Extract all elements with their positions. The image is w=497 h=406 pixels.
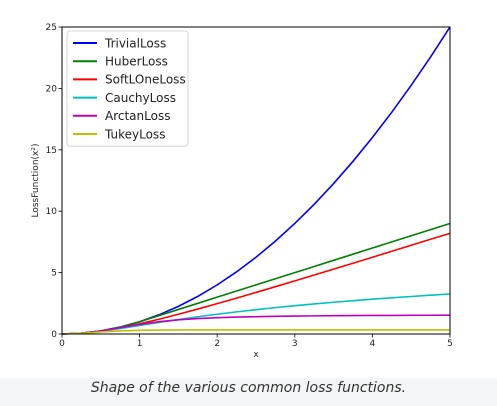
plot-area — [61, 26, 451, 335]
y-tick-label: 5 — [51, 269, 57, 279]
caption-bar — [0, 378, 497, 406]
x-tick-label: 2 — [214, 339, 220, 349]
legend-label: CauchyLoss — [105, 91, 176, 105]
y-axis-label: LossFunction(x²) — [31, 144, 41, 218]
legend-label: ArctanLoss — [105, 109, 170, 123]
y-tick-label: 25 — [46, 23, 57, 33]
y-tick-label: 0 — [51, 330, 57, 340]
legend-label: TrivialLoss — [104, 36, 166, 50]
series-line-tukeyloss — [61, 329, 450, 335]
x-tick-label: 5 — [447, 339, 453, 349]
legend: TrivialLoss HuberLoss SoftLOneLoss CauchyLo… — [66, 30, 189, 147]
series-line-huberloss — [61, 222, 451, 335]
x-axis-label: x — [253, 350, 259, 360]
y-tick-label: 20 — [46, 84, 58, 94]
x-tick-label: 1 — [137, 339, 143, 349]
legend-label: HuberLoss — [105, 55, 168, 69]
legend-box — [66, 30, 189, 147]
legend-label: SoftLOneLoss — [105, 73, 186, 87]
series-line-softloneloss — [61, 232, 451, 335]
loss-functions-chart: 0 1 2 3 4 5 0 5 10 15 20 25 x LossFunction(x²) Triv… — [31, 23, 453, 360]
x-tick-label: 3 — [292, 339, 298, 349]
y-tick-label: 15 — [46, 146, 57, 156]
x-tick-label: 4 — [370, 339, 376, 349]
x-tick-label: 0 — [59, 339, 65, 349]
series-line-cauchyloss — [61, 293, 451, 335]
y-tick-label: 10 — [46, 207, 58, 217]
series-line-arctanloss — [61, 314, 451, 335]
figure-caption: Shape of the various common loss functio… — [90, 380, 407, 396]
legend-label: TukeyLoss — [104, 127, 165, 141]
